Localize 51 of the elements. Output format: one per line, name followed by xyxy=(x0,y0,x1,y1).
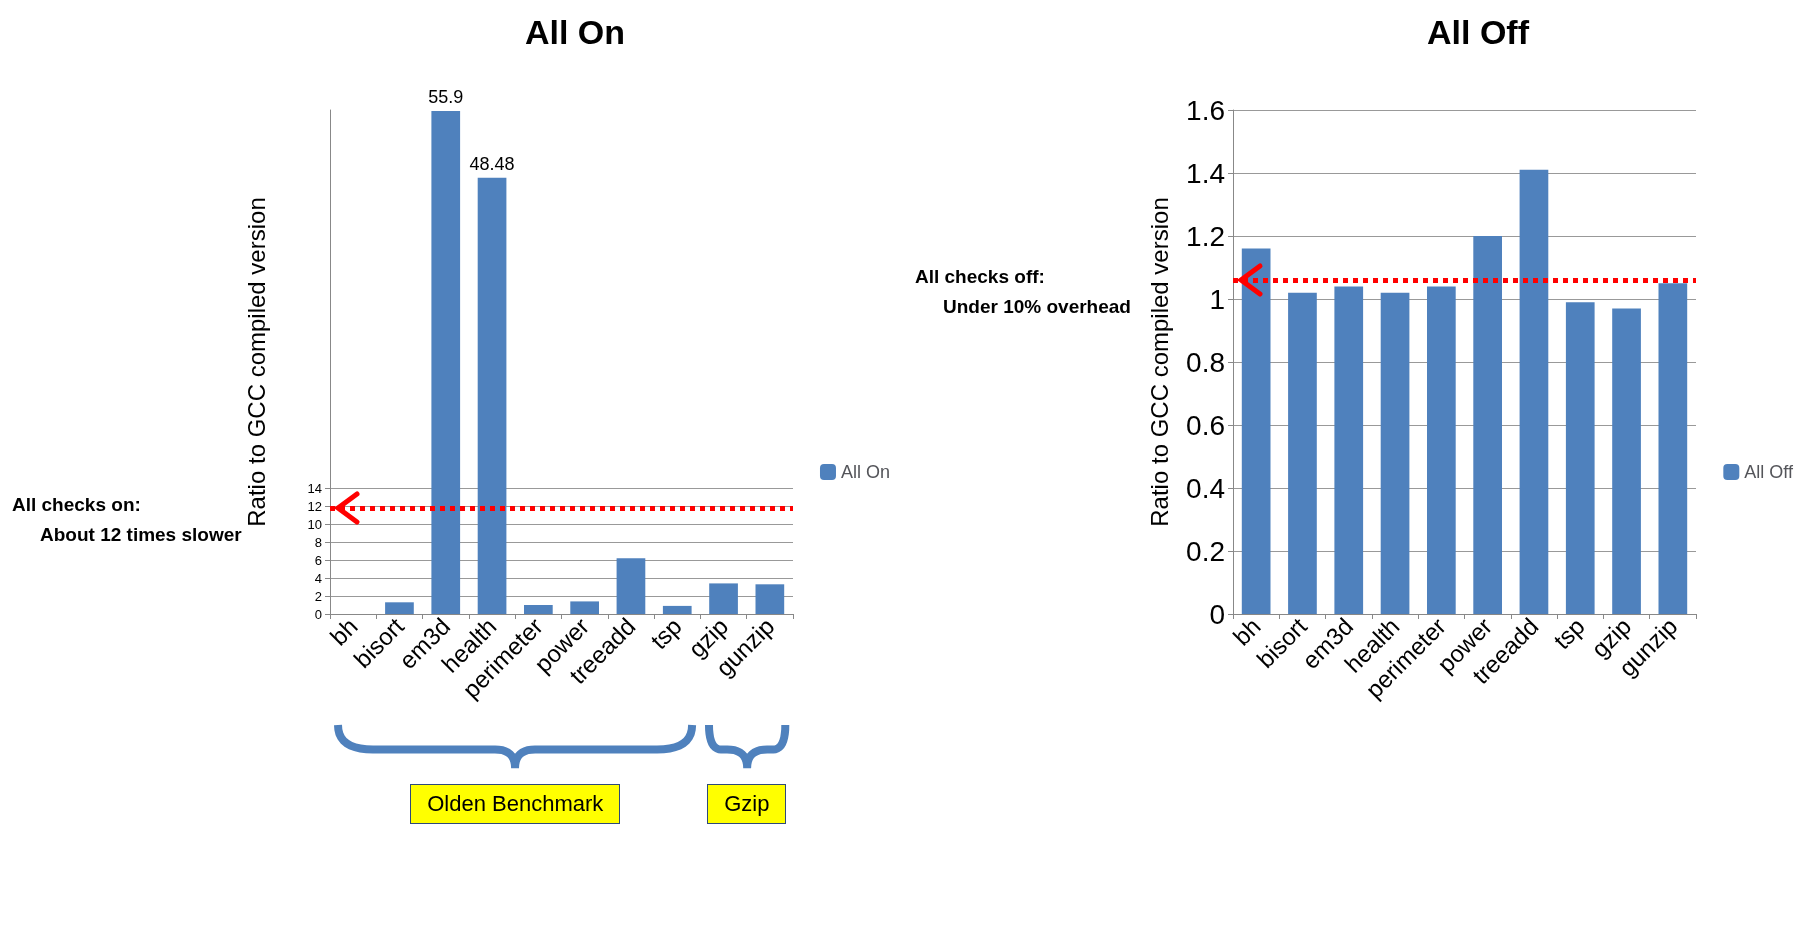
bar xyxy=(1473,236,1502,614)
bar xyxy=(1658,283,1688,614)
text: Olden Benchmark xyxy=(410,784,621,824)
y-tick-label: 2 xyxy=(314,588,322,604)
y-tick-label: 6 xyxy=(314,552,322,568)
text: About 12 times slower xyxy=(40,523,242,546)
y-tick-label: 0.6 xyxy=(1186,409,1225,441)
chart-title: All Off xyxy=(1427,13,1530,51)
bar xyxy=(755,584,785,614)
bar xyxy=(1427,286,1456,614)
bar xyxy=(709,583,738,614)
legend-label: All Off xyxy=(1744,462,1794,482)
y-tick-label: 0.4 xyxy=(1186,472,1225,504)
bar xyxy=(616,558,646,614)
text: Under 10% overhead xyxy=(943,296,1131,319)
bar xyxy=(477,177,507,614)
bar xyxy=(570,601,599,614)
y-tick-label: 10 xyxy=(307,516,322,532)
bar xyxy=(662,605,692,614)
bar xyxy=(1380,292,1410,614)
y-tick-label: 1.2 xyxy=(1186,220,1225,252)
legend-label: All On xyxy=(840,462,891,482)
y-axis-title: Ratio to GCC compiled version xyxy=(242,197,270,527)
y-tick-label: 12 xyxy=(307,498,322,514)
bar xyxy=(524,605,553,614)
text: Gzip xyxy=(707,784,787,824)
chart-title: All On xyxy=(524,13,626,51)
bar xyxy=(431,110,461,614)
y-tick-label: 1 xyxy=(1209,283,1225,315)
text: All checks off: xyxy=(915,266,1045,289)
y-tick-label: 8 xyxy=(314,534,322,550)
y-tick-label: 0.2 xyxy=(1186,535,1225,567)
y-tick-label: 0 xyxy=(314,606,322,622)
y-tick-label: 0 xyxy=(1209,598,1225,630)
x-tick-label: tsp xyxy=(1548,612,1590,655)
bar xyxy=(1565,302,1595,614)
bar xyxy=(1334,286,1364,614)
data-label: 48.48 xyxy=(469,153,515,174)
y-tick-label: 14 xyxy=(307,480,322,496)
y-tick-label: 1.6 xyxy=(1186,94,1225,126)
bar xyxy=(1288,292,1317,614)
data-label: 55.9 xyxy=(428,86,464,107)
bar xyxy=(385,602,414,614)
text: All checks on: xyxy=(12,493,141,516)
x-tick-label: tsp xyxy=(645,612,687,655)
bar xyxy=(1612,308,1641,614)
y-tick-label: 0.8 xyxy=(1186,346,1225,378)
y-tick-label: 1.4 xyxy=(1186,157,1225,189)
y-axis-title: Ratio to GCC compiled version xyxy=(1145,197,1173,527)
y-tick-label: 4 xyxy=(314,570,322,586)
bar xyxy=(1519,169,1549,614)
